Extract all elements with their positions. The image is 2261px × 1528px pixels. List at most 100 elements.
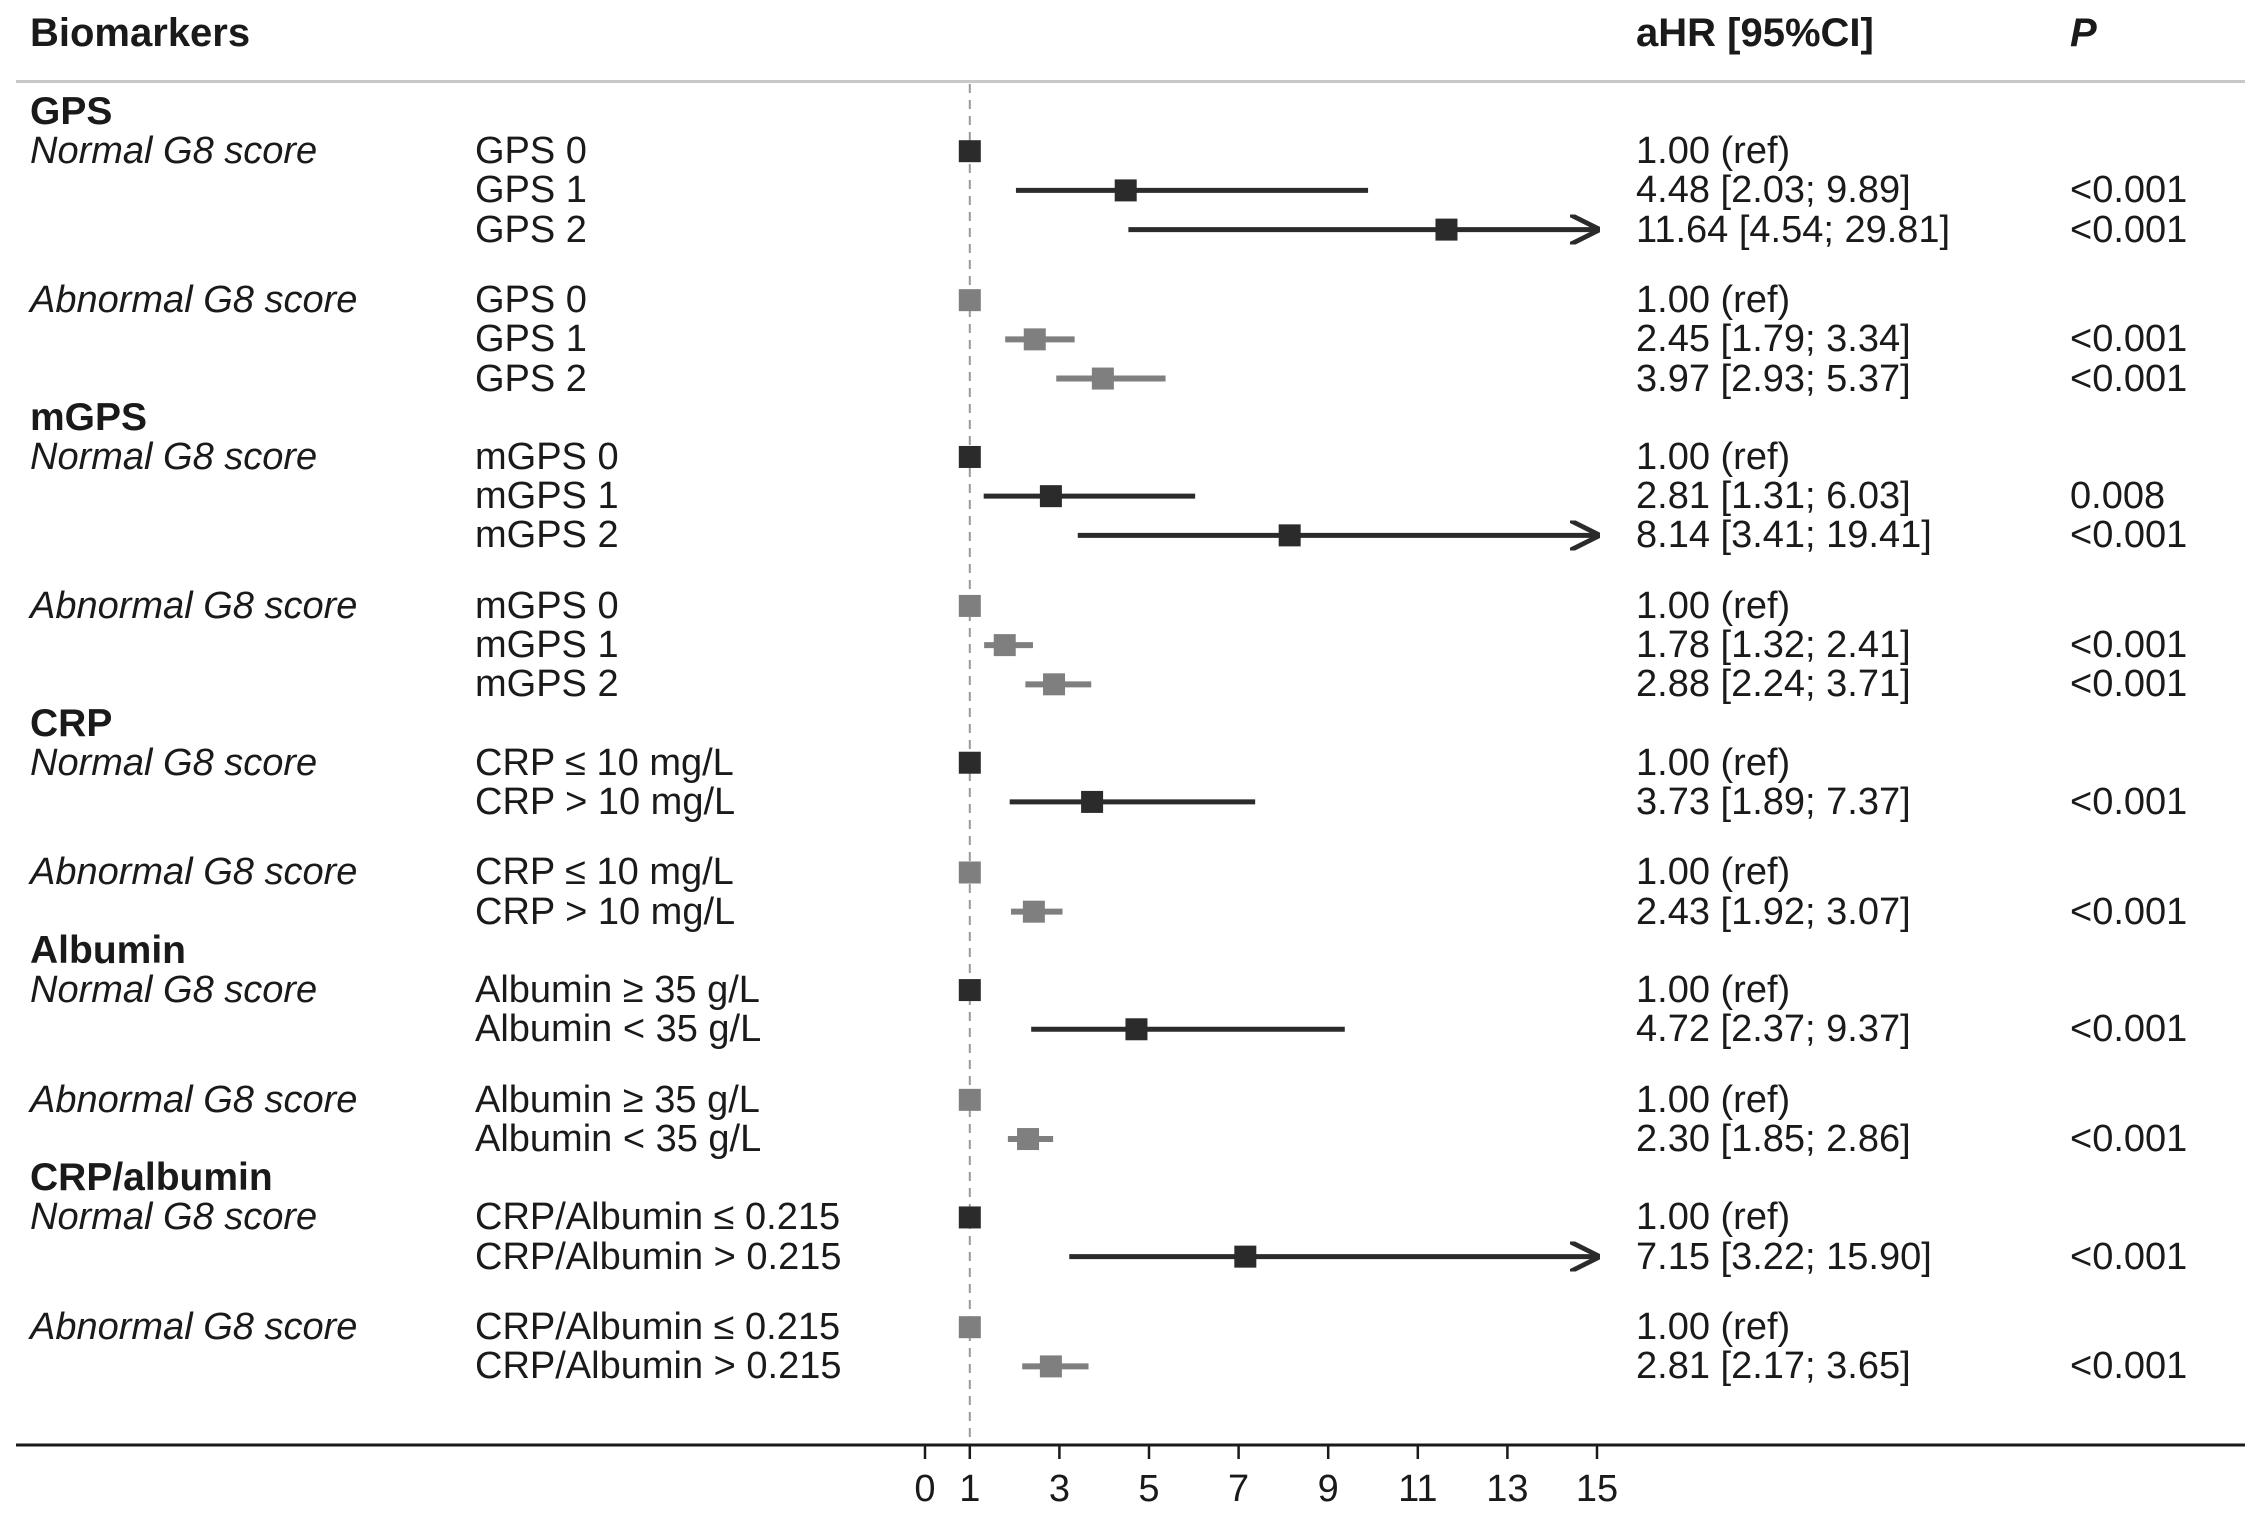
table-row: mGPS 2 2.88 [2.24; 3.71] <0.001	[0, 664, 2261, 704]
x-tick-label: 9	[1318, 1468, 1339, 1510]
group-label: Abnormal G8 score	[30, 851, 358, 894]
header-p-value: P	[2070, 11, 2097, 55]
table-row: Albumin < 35 g/L 2.30 [1.85; 2.86] <0.001	[0, 1119, 2261, 1159]
level-label: mGPS 1	[475, 475, 619, 518]
group-label: Abnormal G8 score	[30, 279, 358, 322]
level-label: Albumin ≥ 35 g/L	[475, 969, 760, 1012]
level-label: CRP > 10 mg/L	[475, 780, 736, 823]
hr-ci-label: 4.48 [2.03; 9.89]	[1636, 169, 1911, 212]
section-label: CRP	[30, 701, 113, 745]
hr-ci-label: 2.88 [2.24; 3.71]	[1636, 663, 1911, 706]
hr-ci-label: 1.00 (ref)	[1636, 1078, 1791, 1121]
hr-ci-label: 7.15 [3.22; 15.90]	[1636, 1235, 1932, 1278]
table-row: CRP > 10 mg/L 3.73 [1.89; 7.37] <0.001	[0, 782, 2261, 822]
group-label: Abnormal G8 score	[30, 584, 358, 627]
header-ahr: aHR [95%CI]	[1636, 11, 1874, 55]
section-row: Albumin	[0, 928, 2261, 972]
table-row: Abnormal G8 score CRP ≤ 10 mg/L 1.00 (ref)	[0, 852, 2261, 892]
header-biomarkers: Biomarkers	[30, 11, 251, 55]
hr-ci-label: 2.81 [1.31; 6.03]	[1636, 475, 1911, 518]
p-value: <0.001	[2070, 318, 2188, 361]
group-label: Normal G8 score	[30, 1196, 318, 1239]
table-row: mGPS 2 8.14 [3.41; 19.41] <0.001	[0, 515, 2261, 555]
table-row: CRP > 10 mg/L 2.43 [1.92; 3.07] <0.001	[0, 892, 2261, 932]
x-tick-label: 1	[959, 1468, 980, 1510]
hr-ci-label: 1.00 (ref)	[1636, 741, 1791, 784]
header-rule	[16, 80, 2245, 83]
section-label: CRP/albumin	[30, 1156, 273, 1200]
level-label: mGPS 2	[475, 663, 619, 706]
level-label: mGPS 0	[475, 584, 619, 627]
level-label: Albumin < 35 g/L	[475, 1118, 762, 1161]
hr-ci-label: 1.00 (ref)	[1636, 435, 1791, 478]
hr-point	[958, 140, 981, 163]
level-label: CRP/Albumin > 0.215	[475, 1235, 842, 1278]
table-row: Abnormal G8 score GPS 0 1.00 (ref)	[0, 280, 2261, 320]
group-label: Abnormal G8 score	[30, 1078, 358, 1121]
hr-point	[1114, 179, 1137, 202]
hr-point	[958, 751, 981, 774]
table-row: Abnormal G8 score Albumin ≥ 35 g/L 1.00 (r…	[0, 1080, 2261, 1120]
p-value: <0.001	[2070, 624, 2188, 667]
x-tick-label: 5	[1138, 1468, 1159, 1510]
hr-ci-label: 2.81 [2.17; 3.65]	[1636, 1345, 1911, 1388]
hr-point	[1039, 485, 1062, 508]
table-row: mGPS 1 2.81 [1.31; 6.03] 0.008	[0, 476, 2261, 516]
p-value: <0.001	[2070, 169, 2188, 212]
x-tick-label: 15	[1576, 1468, 1618, 1510]
table-row: GPS 1 2.45 [1.79; 3.34] <0.001	[0, 319, 2261, 359]
table-row: CRP/Albumin > 0.215 7.15 [3.22; 15.90] <0.…	[0, 1237, 2261, 1277]
hr-ci-label: 3.97 [2.93; 5.37]	[1636, 357, 1911, 400]
section-label: Albumin	[30, 928, 186, 972]
hr-point	[1091, 367, 1114, 390]
table-row: Abnormal G8 score mGPS 0 1.00 (ref)	[0, 586, 2261, 626]
level-label: GPS 2	[475, 208, 587, 251]
level-label: GPS 2	[475, 357, 587, 400]
x-tick-label: 11	[1398, 1468, 1437, 1510]
hr-ci-label: 1.00 (ref)	[1636, 279, 1791, 322]
x-tick-label: 3	[1049, 1468, 1070, 1510]
hr-ci-label: 1.00 (ref)	[1636, 969, 1791, 1012]
hr-point	[958, 445, 981, 468]
hr-point	[1125, 1018, 1148, 1041]
x-tick-label: 0	[914, 1468, 935, 1510]
table-row: Normal G8 score Albumin ≥ 35 g/L 1.00 (ref…	[0, 970, 2261, 1010]
p-value: <0.001	[2070, 1118, 2188, 1161]
table-row: Normal G8 score GPS 0 1.00 (ref)	[0, 131, 2261, 171]
table-row: Normal G8 score CRP/Albumin ≤ 0.215 1.00 (…	[0, 1197, 2261, 1237]
table-row: GPS 2 11.64 [4.54; 29.81] <0.001	[0, 210, 2261, 250]
hr-ci-label: 4.72 [2.37; 9.37]	[1636, 1008, 1911, 1051]
hr-ci-label: 1.78 [1.32; 2.41]	[1636, 624, 1911, 667]
hr-point	[993, 634, 1016, 657]
hr-ci-label: 11.64 [4.54; 29.81]	[1636, 208, 1951, 251]
p-value: <0.001	[2070, 780, 2188, 823]
hr-point	[958, 289, 981, 312]
table-row: Albumin < 35 g/L 4.72 [2.37; 9.37] <0.001	[0, 1009, 2261, 1049]
level-label: GPS 0	[475, 130, 587, 173]
group-label: Normal G8 score	[30, 435, 318, 478]
hr-ci-label: 1.00 (ref)	[1636, 584, 1791, 627]
level-label: Albumin ≥ 35 g/L	[475, 1078, 760, 1121]
group-label: Normal G8 score	[30, 130, 318, 173]
level-label: Albumin < 35 g/L	[475, 1008, 762, 1051]
hr-point	[958, 594, 981, 617]
hr-ci-label: 2.45 [1.79; 3.34]	[1636, 318, 1911, 361]
table-row: GPS 2 3.97 [2.93; 5.37] <0.001	[0, 359, 2261, 399]
hr-point	[1081, 790, 1104, 813]
table-row: Normal G8 score mGPS 0 1.00 (ref)	[0, 437, 2261, 477]
level-label: GPS 0	[475, 279, 587, 322]
group-label: Normal G8 score	[30, 969, 318, 1012]
hr-point	[1017, 1128, 1040, 1151]
hr-ci-label: 2.30 [1.85; 2.86]	[1636, 1118, 1911, 1161]
hr-point	[1278, 524, 1301, 547]
group-label: Abnormal G8 score	[30, 1306, 358, 1349]
level-label: mGPS 0	[475, 435, 619, 478]
hr-point	[1022, 900, 1045, 923]
hr-point	[1234, 1245, 1257, 1268]
hr-point	[1043, 673, 1066, 696]
x-tick-label: 7	[1228, 1468, 1249, 1510]
p-value: <0.001	[2070, 1235, 2188, 1278]
table-row: CRP/Albumin > 0.215 2.81 [2.17; 3.65] <0.0…	[0, 1346, 2261, 1386]
hr-point	[958, 861, 981, 884]
